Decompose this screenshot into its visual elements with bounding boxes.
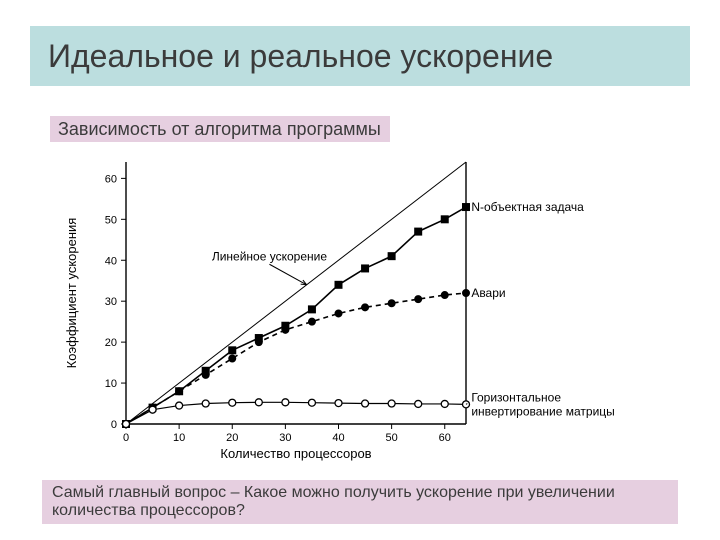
slide-title-bar: Идеальное и реальное ускорение: [30, 26, 690, 86]
svg-text:Линейное ускорение: Линейное ускорение: [212, 249, 327, 263]
svg-text:N-объектная задача: N-объектная задача: [471, 200, 584, 214]
svg-text:0: 0: [111, 419, 117, 431]
slide-title: Идеальное и реальное ускорение: [48, 38, 553, 75]
svg-text:20: 20: [226, 432, 238, 444]
slide: Идеальное и реальное ускорение Зависимос…: [0, 0, 720, 540]
svg-text:10: 10: [105, 378, 117, 390]
slide-subtitle-bar: Зависимость от алгоритма программы: [50, 116, 390, 142]
svg-text:Коэффициент ускорения: Коэффициент ускорения: [64, 218, 79, 369]
svg-text:40: 40: [332, 432, 344, 444]
svg-text:Горизонтальное: Горизонтальное: [471, 391, 561, 405]
svg-text:20: 20: [105, 337, 117, 349]
svg-text:Авари: Авари: [471, 286, 505, 300]
svg-text:10: 10: [173, 432, 185, 444]
slide-footer-text: Самый главный вопрос – Какое можно получ…: [52, 484, 668, 520]
svg-text:0: 0: [123, 432, 129, 444]
svg-text:30: 30: [105, 296, 117, 308]
svg-text:60: 60: [439, 432, 451, 444]
svg-text:60: 60: [105, 173, 117, 185]
slide-footer-bar: Самый главный вопрос – Какое можно получ…: [42, 480, 678, 524]
speedup-chart: 0 10 20 30 40 50 60 0 10 20 30 40 50 60 Количество про…: [40, 150, 680, 470]
svg-text:30: 30: [279, 432, 291, 444]
svg-text:инвертирование матрицы: инвертирование матрицы: [471, 405, 614, 419]
slide-subtitle: Зависимость от алгоритма программы: [58, 119, 381, 140]
chart-svg: 0 10 20 30 40 50 60 0 10 20 30 40 50 60 Количество про…: [40, 150, 680, 470]
svg-text:50: 50: [105, 214, 117, 226]
svg-text:Количество процессоров: Количество процессоров: [220, 446, 371, 461]
svg-text:40: 40: [105, 255, 117, 267]
svg-text:50: 50: [386, 432, 398, 444]
